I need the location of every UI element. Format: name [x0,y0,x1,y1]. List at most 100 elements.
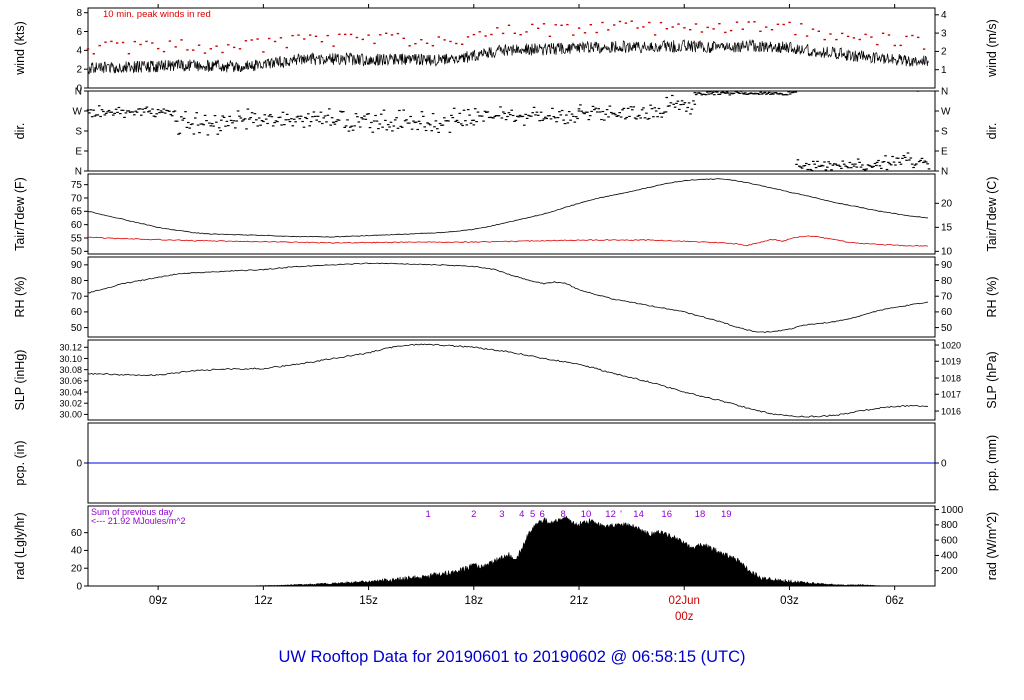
dir-dot [191,123,194,125]
dir-dot [260,120,264,122]
dir-dot [269,114,272,116]
dir-dot [759,91,762,93]
y-tick-label-left: 6 [76,27,82,38]
dir-dot [551,107,554,109]
dir-dot [794,91,798,93]
dir-dot [332,121,335,124]
dir-dot [537,114,540,116]
dir-dot [464,120,467,122]
dir-dot [518,114,522,116]
dir-dot [621,109,624,111]
dir-dot [552,116,556,118]
peak-mark [560,24,563,26]
y-tick-label-left: S [75,126,82,137]
dir-dot [779,92,782,94]
dir-dot [393,119,397,121]
dir-dot [291,125,295,127]
dir-dot [205,120,208,122]
series-tair_f [87,178,929,238]
dir-dot [130,111,133,113]
dir-dot [375,120,379,122]
dir-dot [236,110,240,112]
dir-dot [356,116,359,118]
dir-dot [746,93,750,95]
dir-dot [559,114,563,116]
peak-mark [589,24,592,26]
y-tick-label-right: 1 [941,65,947,76]
dir-dot [216,133,220,135]
y-tick-label-left: 40 [71,546,83,557]
dir-dot [347,130,351,132]
dir-dot [278,116,282,118]
peak-mark [484,35,487,37]
dir-dot [399,125,403,127]
dir-dot [215,121,218,123]
dir-dot [473,108,477,110]
y-tick-label-left: 75 [71,180,83,191]
dir-dot [478,115,481,117]
dir-dot [640,109,644,111]
dir-dot [696,92,699,94]
peak-mark [519,34,522,36]
dir-dot [916,90,920,92]
dir-dot [725,91,729,93]
dir-dot [756,92,760,95]
peak-mark [92,53,95,55]
dir-dot [735,91,739,93]
peak-mark [431,45,435,47]
y-tick-label-right: S [941,126,948,137]
dir-dot [594,107,598,109]
dir-dot [544,116,547,118]
dir-dot [196,124,200,126]
peak-mark [344,33,347,36]
dir-dot [566,122,570,124]
dir-dot [483,110,487,112]
peak-mark [490,33,493,36]
dir-dot [174,120,177,122]
peak-mark [262,51,265,53]
dir-dot [810,169,814,172]
dir-dot [308,125,311,127]
dir-dot [532,106,536,108]
dir-dot [379,113,383,115]
peak-mark [624,22,628,24]
dir-dot [114,108,118,110]
y-tick-label-left: 2 [76,64,82,75]
peak-mark [566,23,569,26]
peak-mark [718,23,721,25]
peak-mark [373,42,376,45]
dir-dot [189,123,193,126]
rad-hour-sum: 2 [471,509,476,520]
dir-dot [177,133,180,135]
axis-label-left-slp: SLP (inHg) [13,350,27,411]
rad-hour-sum: 10 [581,509,592,520]
dir-dot [409,115,412,118]
x-tick-label: 18z [465,595,484,607]
dir-dot [95,114,98,116]
peak-mark [244,40,248,42]
y-tick-label-left: 0 [76,458,82,469]
dir-dot [780,93,783,95]
peak-mark [110,40,113,43]
peak-mark [788,21,791,24]
dir-dot [563,123,567,125]
peak-mark [531,23,534,26]
peak-mark [601,21,604,24]
peak-mark [116,42,119,44]
dir-dot [654,110,658,112]
peak-mark [355,36,359,39]
dir-dot [851,163,854,165]
dir-dot [88,112,91,114]
panel-rh-frame [87,256,936,338]
peak-mark [461,43,464,45]
dir-dot [732,92,736,94]
dir-dot [271,125,275,127]
dir-dot [889,164,893,166]
dir-dot [612,112,616,114]
dir-dot [849,167,853,169]
dir-dot [870,166,874,168]
dir-dot [752,93,755,95]
dir-dot [895,157,899,159]
dir-dot [280,124,283,126]
